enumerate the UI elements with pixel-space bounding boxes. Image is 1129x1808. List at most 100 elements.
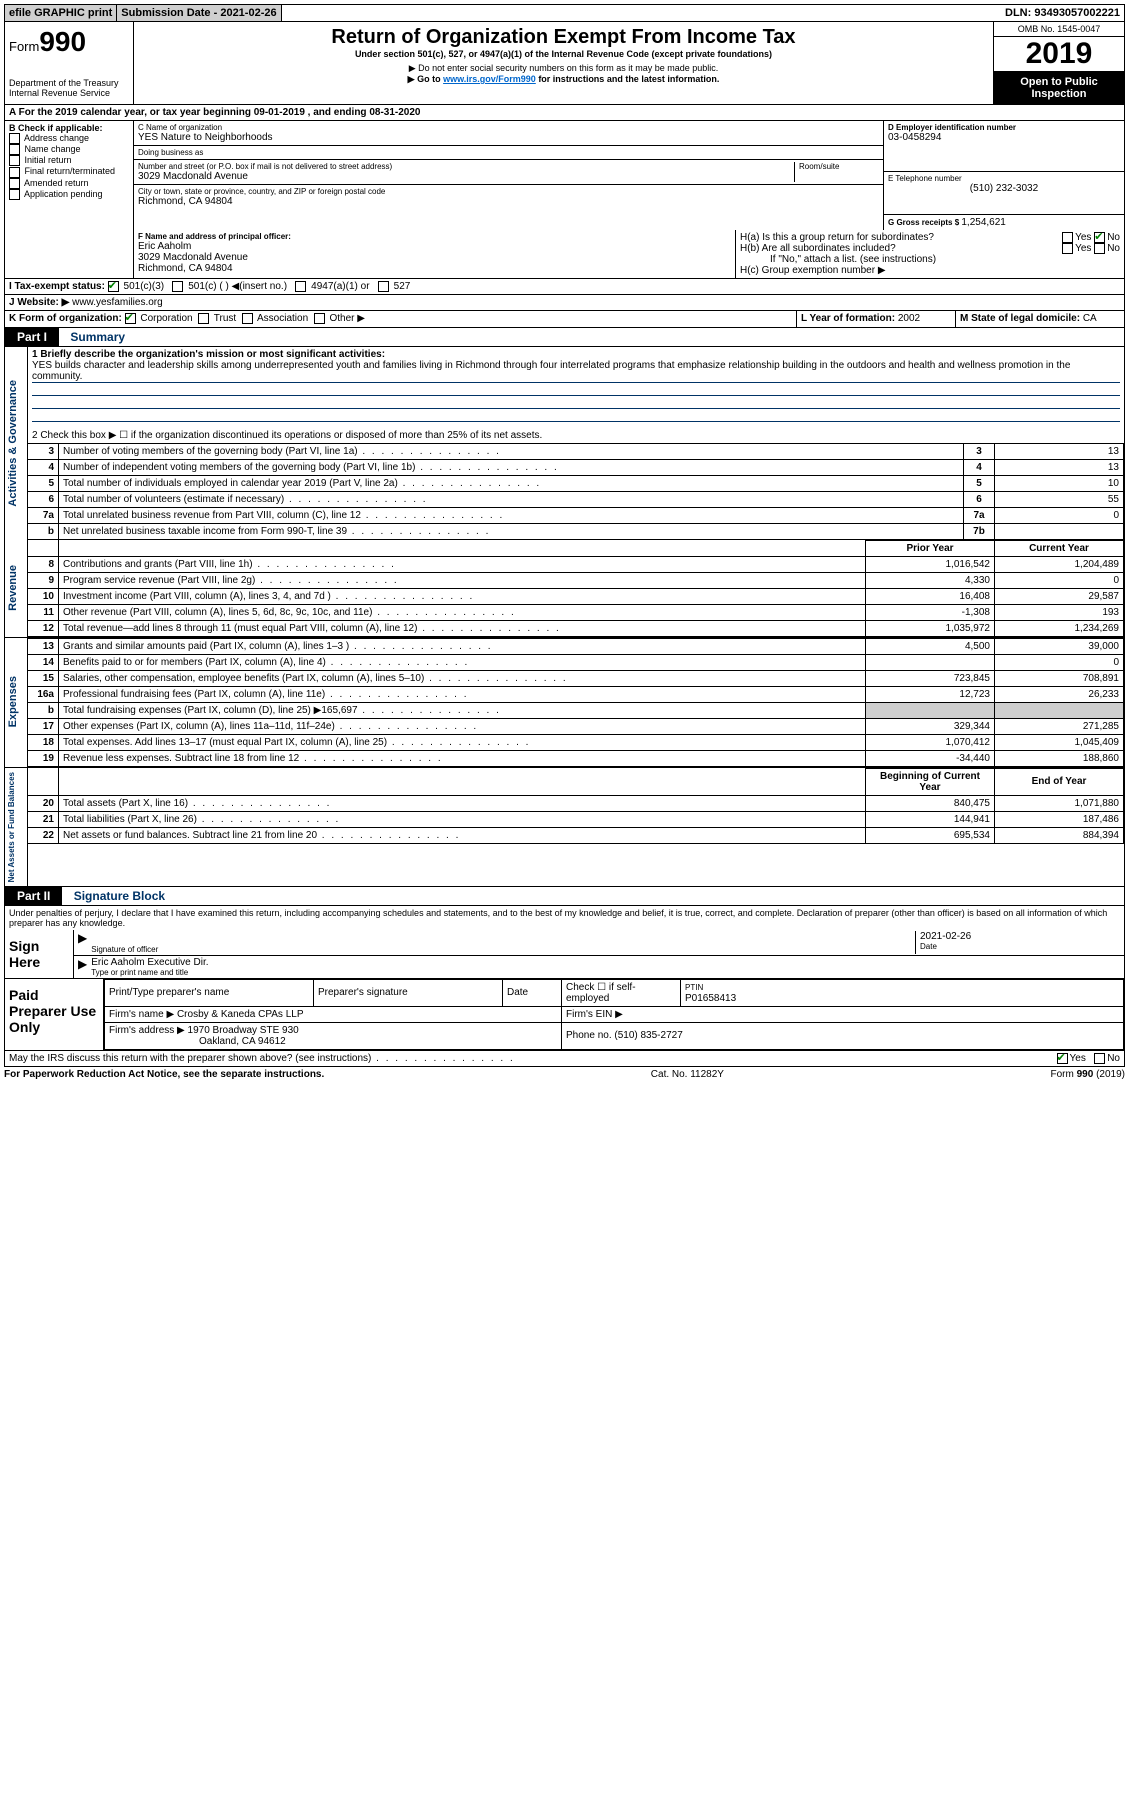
sign-here-label: Sign Here — [5, 930, 73, 978]
box-b-checkbox[interactable] — [9, 189, 20, 200]
ha-no-checkbox[interactable] — [1094, 232, 1105, 243]
trust-checkbox[interactable] — [198, 313, 209, 324]
officer-name: Eric Aaholm — [138, 241, 731, 252]
firm-addr-label: Firm's address ▶ — [109, 1025, 185, 1036]
footer: For Paperwork Reduction Act Notice, see … — [4, 1067, 1125, 1082]
table-row: 11Other revenue (Part VIII, column (A), … — [28, 604, 1124, 620]
arrow-icon-2: ▶ — [78, 957, 87, 977]
box-g-label: G Gross receipts $ — [888, 218, 961, 227]
ha-yes-checkbox[interactable] — [1062, 232, 1073, 243]
box-b-item: Name change — [9, 144, 129, 155]
part-i-header: Part I Summary — [4, 328, 1125, 347]
box-e-label: E Telephone number — [888, 174, 1120, 183]
declaration-text: Under penalties of perjury, I declare th… — [4, 906, 1125, 930]
box-k-label: K Form of organization: — [9, 314, 122, 325]
ptin-label: PTIN — [685, 983, 703, 992]
opt-assoc: Association — [257, 314, 308, 325]
hc-label: H(c) Group exemption number ▶ — [740, 265, 1120, 276]
line-klm: K Form of organization: Corporation Trus… — [4, 311, 1125, 327]
hb-note: If "No," attach a list. (see instruction… — [740, 254, 1120, 265]
4947-checkbox[interactable] — [295, 281, 306, 292]
firm-addr2: Oakland, CA 94612 — [199, 1036, 286, 1047]
omb-number: OMB No. 1545-0047 — [994, 22, 1124, 37]
box-b-checkbox[interactable] — [9, 167, 20, 178]
firm-addr1: 1970 Broadway STE 930 — [188, 1025, 299, 1036]
mission-text: YES builds character and leadership skil… — [32, 360, 1120, 383]
opt-corp: Corporation — [140, 314, 192, 325]
part-ii-title: Signature Block — [74, 889, 165, 903]
501c3-checkbox[interactable] — [108, 281, 119, 292]
submission-date-value: 2021-02-26 — [220, 7, 276, 19]
note-goto-pre: ▶ Go to — [408, 74, 443, 84]
line-j: J Website: ▶ www.yesfamilies.org — [4, 295, 1125, 311]
side-label-net: Net Assets or Fund Balances — [5, 768, 18, 886]
table-header-row: Beginning of Current YearEnd of Year — [28, 768, 1124, 795]
phone-value: (510) 232-3032 — [888, 183, 1120, 194]
table-row: 9Program service revenue (Part VIII, lin… — [28, 572, 1124, 588]
assoc-checkbox[interactable] — [242, 313, 253, 324]
yes-label-2: Yes — [1075, 243, 1091, 254]
opt-4947: 4947(a)(1) or — [311, 281, 369, 292]
summary-row: 4Number of independent voting members of… — [28, 459, 1124, 475]
other-checkbox[interactable] — [314, 313, 325, 324]
box-b-item: Final return/terminated — [9, 166, 129, 177]
no-label-2: No — [1107, 243, 1120, 254]
501c-checkbox[interactable] — [172, 281, 183, 292]
self-employed-check: Check ☐ if self-employed — [562, 979, 681, 1006]
line-i: I Tax-exempt status: 501(c)(3) 501(c) ( … — [4, 279, 1125, 295]
firm-name: Crosby & Kaneda CPAs LLP — [177, 1009, 304, 1020]
box-b-item: Address change — [9, 133, 129, 144]
527-checkbox[interactable] — [378, 281, 389, 292]
hb-yes-checkbox[interactable] — [1062, 243, 1073, 254]
revenue-table: Prior YearCurrent Year8Contributions and… — [28, 540, 1124, 637]
hb-no-checkbox[interactable] — [1094, 243, 1105, 254]
corp-checkbox[interactable] — [125, 313, 136, 324]
summary-row: 5Total number of individuals employed in… — [28, 475, 1124, 491]
officer-addr2: Richmond, CA 94804 — [138, 263, 731, 274]
note-goto-post: for instructions and the latest informat… — [538, 74, 719, 84]
discuss-yes-checkbox[interactable] — [1057, 1053, 1068, 1064]
summary-table: 3Number of voting members of the governi… — [28, 443, 1124, 540]
summary-row: 3Number of voting members of the governi… — [28, 443, 1124, 459]
ein-value: 03-0458294 — [888, 132, 1120, 143]
arrow-icon: ▶ — [78, 931, 87, 954]
box-j-label: J Website: ▶ — [9, 297, 69, 308]
submission-date-button[interactable]: Submission Date - 2021-02-26 — [117, 5, 281, 21]
box-b-checkbox[interactable] — [9, 178, 20, 189]
discuss-yes-label: Yes — [1070, 1053, 1086, 1064]
box-m-label: M State of legal domicile: — [960, 313, 1083, 324]
efile-print-button[interactable]: efile GRAPHIC print — [5, 5, 117, 21]
form-number: 990 — [39, 26, 86, 57]
firm-phone: (510) 835-2727 — [614, 1030, 682, 1041]
irs-link[interactable]: www.irs.gov/Form990 — [443, 74, 536, 84]
dln-label: DLN: — [1005, 7, 1034, 19]
sig-date: 2021-02-26 — [920, 931, 1120, 942]
yes-label: Yes — [1075, 232, 1091, 243]
box-b-checkbox[interactable] — [9, 144, 20, 155]
box-b-item: Initial return — [9, 155, 129, 166]
table-row: 15Salaries, other compensation, employee… — [28, 670, 1124, 686]
box-b-checkbox[interactable] — [9, 155, 20, 166]
type-label: Type or print name and title — [91, 968, 1120, 977]
submission-date-label: Submission Date - — [121, 7, 220, 19]
table-row: 12Total revenue—add lines 8 through 11 (… — [28, 620, 1124, 636]
footer-mid: Cat. No. 11282Y — [651, 1069, 724, 1080]
side-label-governance: Activities & Governance — [5, 376, 21, 511]
table-row: bTotal fundraising expenses (Part IX, co… — [28, 702, 1124, 718]
table-header-row: Prior YearCurrent Year — [28, 540, 1124, 556]
gross-receipts: 1,254,621 — [961, 217, 1006, 228]
form-header: Form990 Department of the Treasury Inter… — [4, 22, 1125, 105]
note-ssn: ▶ Do not enter social security numbers o… — [138, 63, 989, 74]
footer-left: For Paperwork Reduction Act Notice, see … — [4, 1069, 324, 1080]
form-subtitle: Under section 501(c), 527, or 4947(a)(1)… — [138, 49, 989, 59]
ptin-value: P01658413 — [685, 993, 736, 1004]
exp-section: Expenses 13Grants and similar amounts pa… — [4, 638, 1125, 768]
sig-officer-label: Signature of officer — [91, 945, 915, 954]
part-i-title: Summary — [70, 330, 125, 344]
dept-label: Department of the Treasury Internal Reve… — [9, 78, 129, 98]
box-b-checkbox[interactable] — [9, 133, 20, 144]
addr-label: Number and street (or P.O. box if mail i… — [138, 162, 794, 171]
discuss-no-checkbox[interactable] — [1094, 1053, 1105, 1064]
firm-ein-label: Firm's EIN ▶ — [562, 1006, 1124, 1022]
state-domicile: CA — [1083, 313, 1097, 324]
